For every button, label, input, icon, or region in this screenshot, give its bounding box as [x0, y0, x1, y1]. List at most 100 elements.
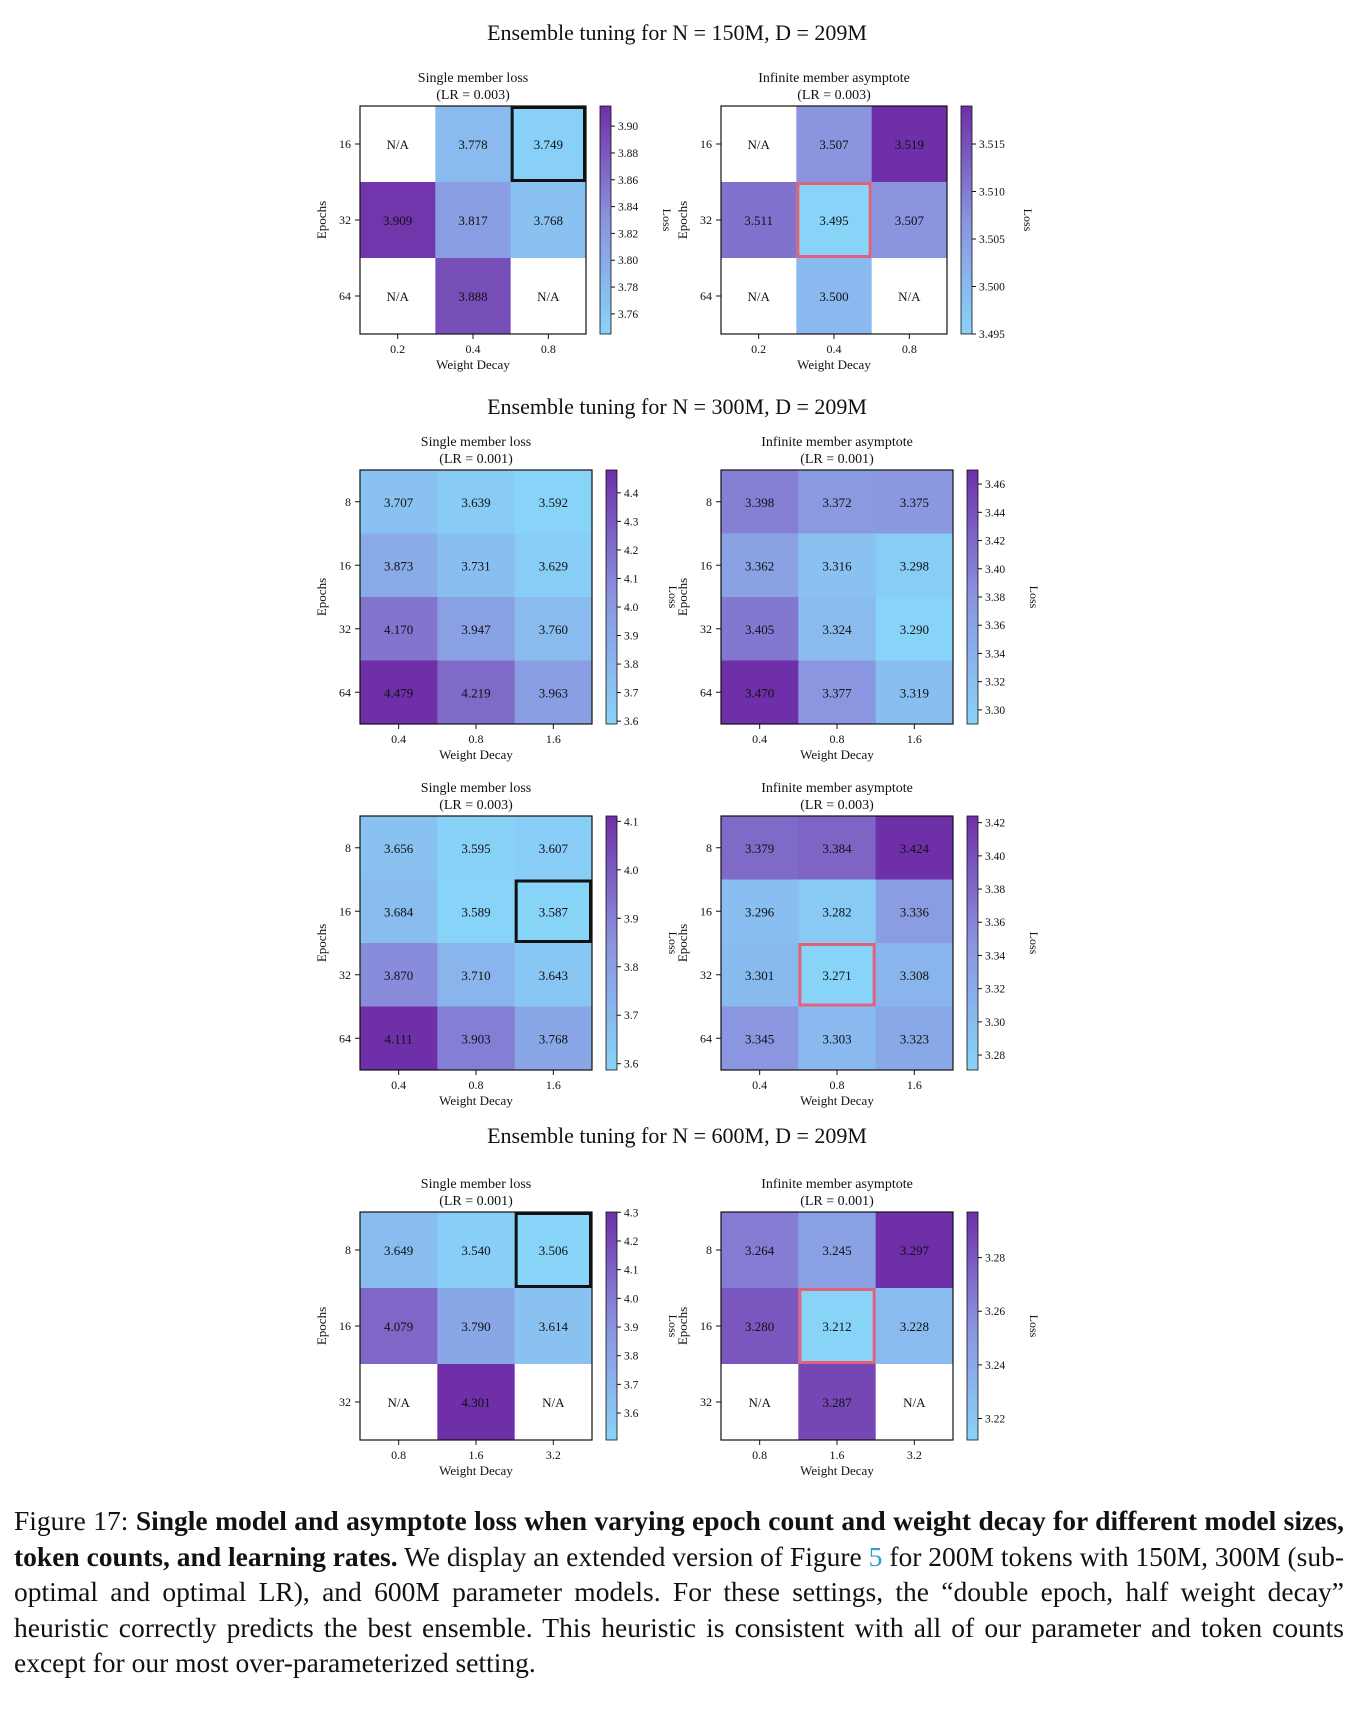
cell-value-label: 3.607 — [539, 841, 569, 856]
cell-value-label: 3.362 — [745, 558, 774, 573]
x-tick-label: 0.8 — [469, 1078, 484, 1092]
cell-value-label: 3.316 — [822, 558, 852, 573]
panel-title: Single member loss — [421, 1177, 531, 1192]
colorbar-tick-label: 4.4 — [624, 488, 639, 500]
cell-value-label: 3.500 — [819, 289, 848, 304]
heatmap-cell — [437, 660, 516, 725]
y-tick-label: 16 — [339, 558, 351, 572]
y-tick-label: 8 — [706, 841, 712, 855]
colorbar-label: Loss — [666, 1315, 680, 1338]
colorbar-tick-label: 3.6 — [624, 716, 639, 728]
cell-value-label: 3.749 — [534, 137, 563, 152]
cell-value-label: 3.507 — [895, 213, 925, 228]
y-tick-label: 32 — [339, 622, 351, 636]
colorbar-tick-label: 3.32 — [985, 677, 1005, 689]
colorbar-tick-label: 3.34 — [985, 950, 1005, 962]
cell-value-label: 3.595 — [461, 841, 490, 856]
x-tick-label: 1.6 — [546, 732, 561, 746]
cell-value-label: N/A — [747, 137, 770, 152]
heatmap-cell — [798, 1006, 877, 1071]
cell-value-label: 3.684 — [384, 904, 414, 919]
colorbar-tick-label: 3.38 — [985, 884, 1005, 896]
y-axis-label: Epochs — [675, 924, 690, 962]
x-tick-label: 3.2 — [546, 1448, 561, 1462]
colorbar-tick-label: 3.86 — [618, 175, 638, 187]
colorbar-tick-label: 3.30 — [985, 1017, 1005, 1029]
cell-value-label: 3.264 — [745, 1243, 775, 1258]
heatmap-cell — [798, 660, 877, 725]
x-tick-label: 0.8 — [391, 1448, 406, 1462]
cell-value-label: 3.470 — [745, 685, 774, 700]
cell-value-label: 3.323 — [900, 1031, 929, 1046]
y-tick-label: 64 — [700, 685, 712, 699]
cell-value-label: 3.384 — [822, 841, 852, 856]
cell-value-label: 3.707 — [384, 495, 414, 510]
heatmap-3: Infinite member asymptote (LR = 0.001) 3.3… — [675, 435, 1041, 762]
cell-value-label: 3.760 — [539, 622, 568, 637]
panel-subtitle: (LR = 0.003) — [800, 798, 874, 813]
cell-value-label: 3.280 — [745, 1319, 774, 1334]
cell-value-label: 3.768 — [539, 1031, 568, 1046]
heatmap-cell — [798, 1212, 877, 1289]
heatmap-cell — [360, 258, 436, 335]
cell-value-label: 3.319 — [900, 685, 929, 700]
heatmap-cell — [875, 879, 954, 944]
x-tick-label: 0.4 — [752, 1078, 767, 1092]
panel-subtitle: (LR = 0.003) — [436, 88, 510, 103]
heatmap-cell — [360, 816, 438, 880]
heatmap-cell — [437, 1006, 516, 1071]
y-tick-label: 32 — [339, 213, 351, 227]
x-tick-label: 0.4 — [391, 1078, 406, 1092]
cell-value-label: 3.656 — [384, 841, 414, 856]
colorbar-tick-label: 3.495 — [979, 329, 1005, 341]
section-title: Ensemble tuning for N = 300M, D = 209M — [487, 394, 867, 419]
colorbar-tick-label: 3.42 — [985, 818, 1005, 830]
x-tick-label: 1.6 — [469, 1448, 484, 1462]
colorbar-tick-label: 3.22 — [985, 1414, 1005, 1426]
figure-ref-link[interactable]: 5 — [868, 1540, 883, 1572]
y-tick-label: 8 — [706, 1243, 712, 1257]
y-tick-label: 16 — [339, 137, 351, 151]
cell-value-label: 3.643 — [539, 968, 568, 983]
y-tick-label: 16 — [339, 1319, 351, 1333]
cell-value-label: 3.506 — [539, 1243, 569, 1258]
caption-label: Figure 17: — [14, 1505, 129, 1536]
heatmap-cell — [435, 182, 512, 259]
best-cell-highlight — [798, 1288, 876, 1364]
colorbar-tick-label: 3.34 — [985, 648, 1005, 660]
heatmap-cell — [360, 597, 438, 661]
y-tick-label: 16 — [700, 558, 712, 572]
colorbar-tick-label: 3.82 — [618, 228, 638, 240]
cell-value-label: 3.282 — [822, 904, 851, 919]
colorbar — [605, 469, 618, 725]
heatmap-cell — [875, 1212, 954, 1289]
heatmap-cell — [871, 258, 948, 335]
y-axis-label: Epochs — [675, 1307, 690, 1345]
heatmap-5: Infinite member asymptote (LR = 0.003) 3.3… — [675, 781, 1041, 1108]
heatmap-cell — [721, 816, 799, 880]
cell-value-label: 3.519 — [895, 137, 924, 152]
heatmap-cell — [871, 182, 948, 259]
cell-value-label: 3.587 — [539, 904, 569, 919]
heatmap-cell — [514, 816, 593, 880]
x-tick-label: 0.4 — [752, 732, 767, 746]
x-axis-label: Weight Decay — [800, 747, 874, 762]
colorbar-tick-label: 3.76 — [618, 309, 638, 321]
heatmap-cell — [437, 816, 516, 880]
x-tick-label: 0.8 — [902, 342, 917, 356]
heatmap-cell — [875, 1288, 954, 1365]
heatmap-cell — [721, 182, 797, 259]
colorbar-label: Loss — [666, 586, 680, 609]
cell-value-label: 3.298 — [900, 558, 929, 573]
x-tick-label: 1.6 — [907, 1078, 922, 1092]
x-axis-label: Weight Decay — [800, 1463, 874, 1478]
heatmap-cell — [798, 816, 877, 880]
heatmap-cell — [798, 943, 877, 1007]
heatmap-cell — [721, 533, 799, 598]
colorbar-tick-label: 3.36 — [985, 620, 1005, 632]
colorbar-tick-label: 3.9 — [624, 913, 639, 925]
cell-value-label: 4.301 — [461, 1395, 490, 1410]
colorbar-tick-label: 4.3 — [624, 1207, 639, 1219]
colorbar-tick-label: 3.30 — [985, 705, 1005, 717]
colorbar-tick-label: 3.38 — [985, 592, 1005, 604]
